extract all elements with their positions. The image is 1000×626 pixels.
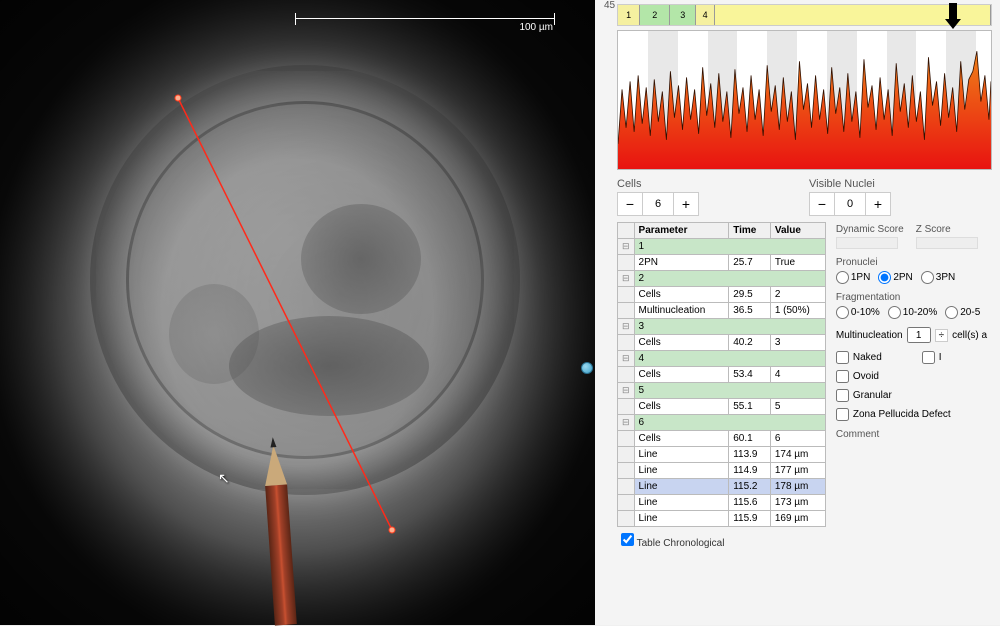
table-row[interactable]: ⊟5 — [618, 383, 826, 399]
multinucleation-label: Multinucleation — [836, 330, 903, 341]
table-row[interactable]: ⊟4 — [618, 351, 826, 367]
parameter-table[interactable]: Parameter Time Value ⊟12PN25.7True⊟2Cell… — [617, 222, 826, 527]
table-row[interactable]: 2PN25.7True — [618, 255, 826, 271]
pronuclei-option[interactable]: 3PN — [921, 271, 955, 284]
dynamic-score-bar[interactable] — [836, 237, 898, 249]
waveform-chart[interactable] — [617, 30, 992, 170]
z-score-bar[interactable] — [916, 237, 978, 249]
timeline-segment[interactable]: 1 — [618, 5, 640, 25]
expand-icon[interactable]: ⊟ — [618, 239, 635, 255]
expand-icon[interactable]: ⊟ — [618, 383, 635, 399]
comment-label: Comment — [836, 429, 1000, 440]
chronological-input[interactable] — [621, 533, 634, 546]
fragmentation-option[interactable]: 10-20% — [888, 306, 937, 319]
table-row[interactable]: ⊟1 — [618, 239, 826, 255]
header-parameter[interactable]: Parameter — [634, 223, 729, 239]
cells-decrement-button[interactable]: − — [617, 192, 643, 216]
timeline-segment[interactable]: 2 — [640, 5, 670, 25]
header-time[interactable]: Time — [729, 223, 771, 239]
nuclei-stepper-group: Visible Nuclei − 0 + — [809, 178, 891, 216]
granular-checkbox[interactable]: Granular — [836, 389, 1000, 402]
z-score-box: Z Score — [916, 224, 978, 249]
table-row[interactable]: Line114.9177 µm — [618, 463, 826, 479]
ovoid-checkbox[interactable]: Ovoid — [836, 370, 1000, 383]
table-row[interactable]: Line115.6173 µm — [618, 495, 826, 511]
dynamic-score-label: Dynamic Score — [836, 224, 904, 235]
parameter-table-area: Parameter Time Value ⊟12PN25.7True⊟2Cell… — [617, 222, 826, 549]
chronological-label: Table Chronological — [637, 538, 725, 549]
scale-label: 100 µm — [519, 22, 553, 33]
fragmentation-group: Fragmentation 0-10% 10-20% 20-5 — [836, 292, 1000, 319]
table-row[interactable]: ⊟3 — [618, 319, 826, 335]
cells-label: Cells — [617, 178, 699, 190]
table-row[interactable]: Cells29.52 — [618, 287, 826, 303]
multinucleation-group: Multinucleation ÷ cell(s) a — [836, 327, 1000, 343]
timeline-segment[interactable]: 4 — [696, 5, 715, 25]
table-row[interactable]: ⊟6 — [618, 415, 826, 431]
table-row[interactable]: Line113.9174 µm — [618, 447, 826, 463]
table-row[interactable]: Cells55.15 — [618, 399, 826, 415]
vertical-slider-handle[interactable] — [581, 362, 593, 374]
annotation-panel: Dynamic Score Z Score Pronuclei 1PN 2PN 3P… — [836, 222, 1000, 549]
dynamic-score-box: Dynamic Score — [836, 224, 904, 249]
analysis-panel: 45 1234 Cells − 6 + Visible Nuc — [595, 0, 1000, 625]
table-row[interactable]: Cells40.23 — [618, 335, 826, 351]
nuclei-label: Visible Nuclei — [809, 178, 891, 190]
expand-icon[interactable]: ⊟ — [618, 351, 635, 367]
pronuclei-label: Pronuclei — [836, 257, 1000, 268]
multinucleation-suffix: cell(s) a — [952, 330, 987, 341]
nuclei-decrement-button[interactable]: − — [809, 192, 835, 216]
cursor-icon: ↖ — [218, 470, 230, 488]
nuclei-value: 0 — [835, 192, 865, 216]
naked-checkbox[interactable]: Naked — [836, 351, 882, 364]
fragmentation-label: Fragmentation — [836, 292, 1000, 303]
pronuclei-group: Pronuclei 1PN 2PN 3PN — [836, 257, 1000, 284]
pronuclei-option[interactable]: 1PN — [836, 271, 870, 284]
table-row[interactable]: Line115.2178 µm — [618, 479, 826, 495]
table-row[interactable]: ⊟2 — [618, 271, 826, 287]
timeline-segment[interactable]: 3 — [670, 5, 696, 25]
header-value[interactable]: Value — [770, 223, 825, 239]
expand-icon[interactable]: ⊟ — [618, 415, 635, 431]
i-checkbox[interactable]: I — [922, 351, 942, 364]
z-score-label: Z Score — [916, 224, 978, 235]
scale-bar — [295, 18, 555, 32]
table-row[interactable]: Line115.9169 µm — [618, 511, 826, 527]
microscope-view[interactable]: 100 µm ↖ — [0, 0, 595, 625]
expand-icon[interactable]: ⊟ — [618, 319, 635, 335]
cells-increment-button[interactable]: + — [673, 192, 699, 216]
table-chronological-checkbox[interactable]: Table Chronological — [621, 538, 724, 549]
zona-checkbox[interactable]: Zona Pellucida Defect — [836, 408, 1000, 421]
table-row[interactable]: Cells53.44 — [618, 367, 826, 383]
timeline-bar[interactable]: 1234 — [617, 4, 992, 26]
microscope-panel: 100 µm ↖ — [0, 0, 595, 625]
spinner-icon[interactable]: ÷ — [935, 329, 949, 342]
nuclei-increment-button[interactable]: + — [865, 192, 891, 216]
fragmentation-option[interactable]: 0-10% — [836, 306, 880, 319]
expand-icon[interactable]: ⊟ — [618, 271, 635, 287]
multinucleation-input[interactable] — [907, 327, 931, 343]
cells-stepper-group: Cells − 6 + — [617, 178, 699, 216]
vignette-overlay — [0, 0, 595, 625]
fragmentation-option[interactable]: 20-5 — [945, 306, 980, 319]
cells-value: 6 — [643, 192, 673, 216]
table-row[interactable]: Cells60.16 — [618, 431, 826, 447]
expand-header — [618, 223, 635, 239]
timeline-marker-icon[interactable] — [945, 3, 961, 29]
pronuclei-option[interactable]: 2PN — [878, 271, 912, 284]
table-row[interactable]: Multinucleation36.51 (50%) — [618, 303, 826, 319]
axis-label: 45 — [604, 0, 615, 11]
